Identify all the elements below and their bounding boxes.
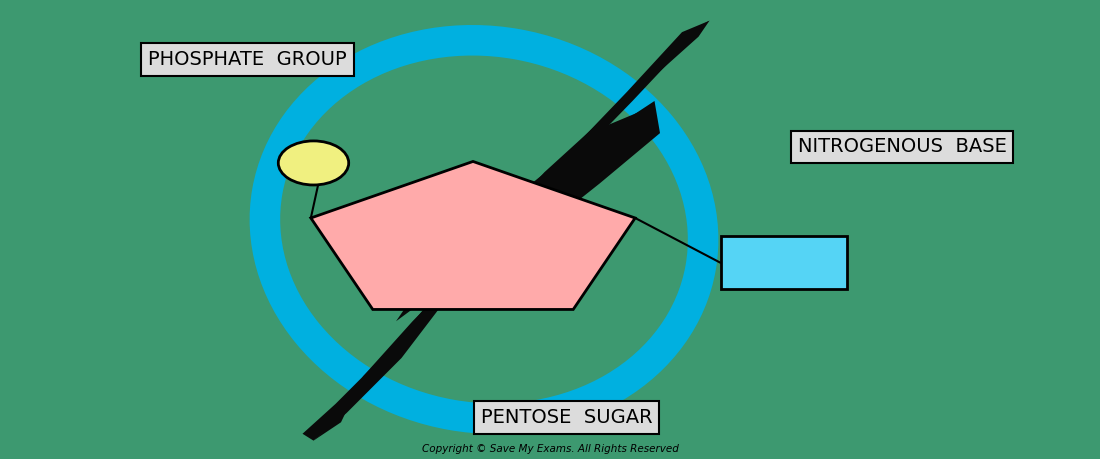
Polygon shape	[434, 101, 660, 303]
Polygon shape	[314, 21, 710, 441]
Polygon shape	[311, 162, 635, 309]
Text: NITROGENOUS  BASE: NITROGENOUS BASE	[798, 137, 1006, 157]
Polygon shape	[302, 266, 468, 441]
Polygon shape	[456, 21, 710, 269]
Text: Copyright © Save My Exams. All Rights Reserved: Copyright © Save My Exams. All Rights Re…	[421, 444, 679, 454]
Bar	[720, 236, 847, 289]
Ellipse shape	[278, 141, 349, 185]
Polygon shape	[396, 106, 654, 321]
Text: PHOSPHATE  GROUP: PHOSPHATE GROUP	[148, 50, 346, 69]
Text: PENTOSE  SUGAR: PENTOSE SUGAR	[481, 408, 652, 427]
